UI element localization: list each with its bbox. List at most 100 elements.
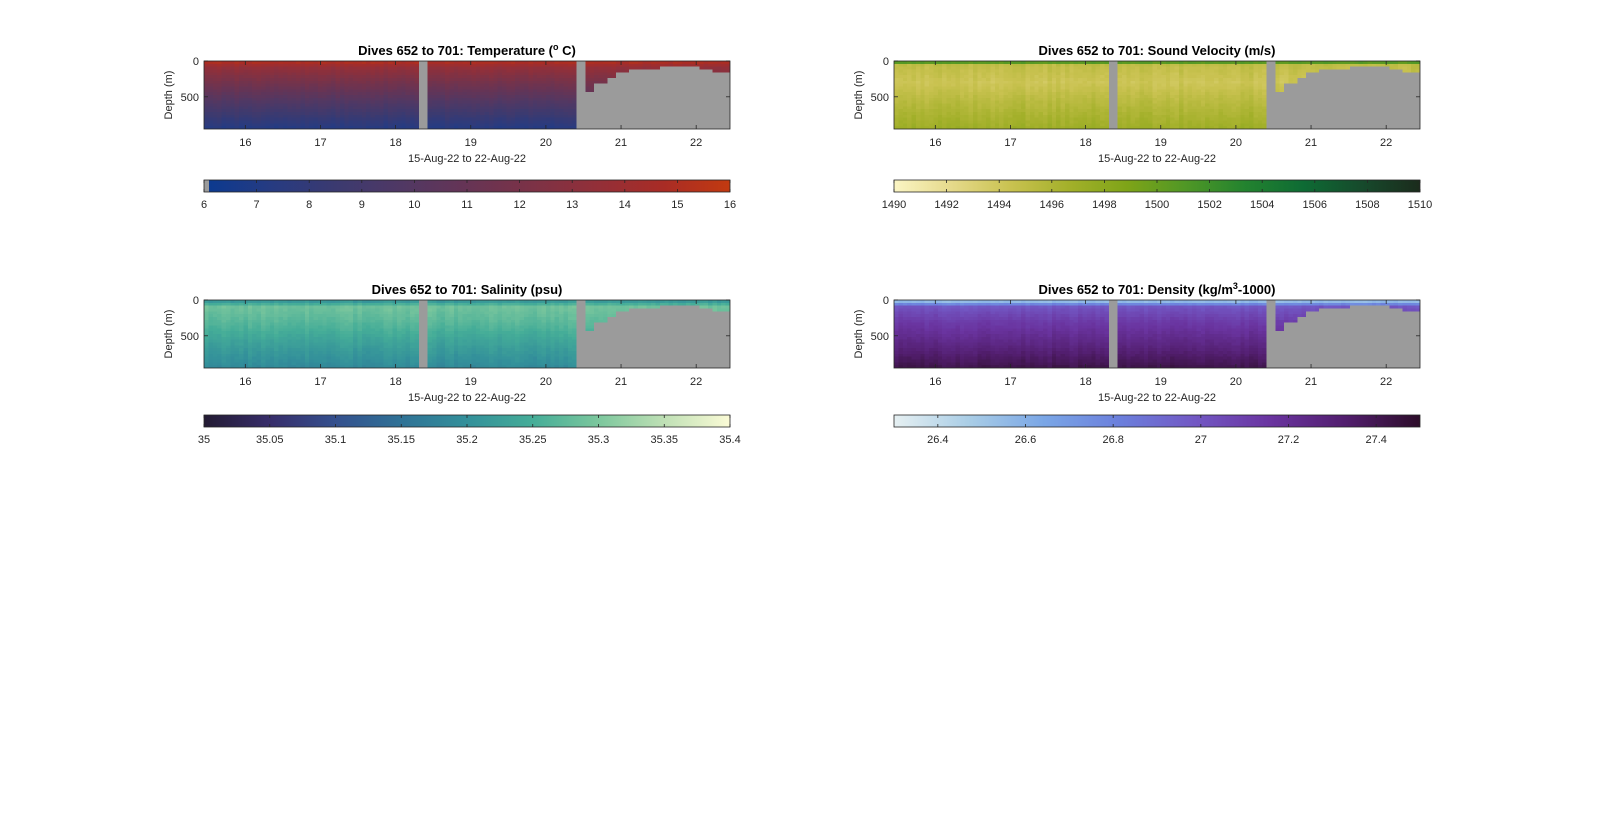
heatmap-cell <box>1130 112 1136 116</box>
heatmap-cell <box>694 75 700 79</box>
heatmap-cell <box>532 63 538 68</box>
heatmap-cell <box>361 75 367 79</box>
heatmap-cell <box>1130 95 1136 99</box>
heatmap-cell <box>686 61 692 65</box>
heatmap-cell <box>1060 80 1066 85</box>
heatmap-cell <box>1012 100 1018 105</box>
heatmap-cell <box>681 83 687 88</box>
heatmap-cell <box>1165 120 1171 124</box>
heatmap-cell <box>502 69 508 73</box>
heatmap-cell <box>668 97 674 102</box>
heatmap-cell <box>1235 75 1241 79</box>
heatmap-cell <box>480 72 486 76</box>
heatmap-cell <box>907 80 913 85</box>
heatmap-cell <box>510 126 516 129</box>
heatmap-cell <box>911 109 917 113</box>
heatmap-cell <box>624 126 630 129</box>
heatmap-cell <box>537 75 543 79</box>
heatmap-cell <box>256 112 262 116</box>
heatmap-cell <box>898 117 904 122</box>
heatmap-cell <box>379 72 385 76</box>
heatmap-cell <box>282 120 288 124</box>
heatmap-cell <box>392 72 398 76</box>
heatmap-cell <box>353 109 359 113</box>
heatmap-cell <box>335 97 341 102</box>
heatmap-cell <box>488 86 494 90</box>
heatmap-cell <box>515 72 521 76</box>
heatmap-cell <box>528 114 534 119</box>
heatmap-cell <box>1200 100 1206 105</box>
heatmap-cell <box>1249 109 1255 113</box>
heatmap-cell <box>1043 103 1049 107</box>
heatmap-cell <box>1205 66 1211 71</box>
heatmap-cell <box>668 75 674 79</box>
heatmap-cell <box>1244 66 1250 71</box>
heatmap-cell <box>278 63 284 68</box>
heatmap-cell <box>418 100 424 105</box>
heatmap-cell <box>1056 112 1062 116</box>
heatmap-cell <box>1064 78 1070 82</box>
heatmap-cell <box>607 89 613 93</box>
heatmap-cell <box>427 89 433 93</box>
heatmap-cell <box>418 80 424 85</box>
heatmap-cell <box>296 75 302 79</box>
heatmap-cell <box>659 109 665 113</box>
heatmap-cell <box>968 100 974 105</box>
heatmap-cell <box>1161 97 1167 102</box>
heatmap-cell <box>458 117 464 122</box>
heatmap-cell <box>480 97 486 102</box>
heatmap-cell <box>977 120 983 124</box>
heatmap-cell <box>497 80 503 85</box>
heatmap-cell <box>907 61 913 65</box>
heatmap-cell <box>1148 78 1154 82</box>
heatmap-cell <box>1213 63 1219 68</box>
heatmap-cell <box>1082 63 1088 68</box>
heatmap-cell <box>655 92 661 96</box>
heatmap-cell <box>1244 61 1250 65</box>
heatmap-cell <box>1091 126 1097 129</box>
heatmap-cell <box>1095 75 1101 79</box>
heatmap-cell <box>637 63 643 68</box>
heatmap-cell <box>326 114 332 119</box>
heatmap-cell <box>296 92 302 96</box>
heatmap-cell <box>1262 78 1268 82</box>
heatmap-cell <box>1016 112 1022 116</box>
heatmap-cell <box>898 109 904 113</box>
heatmap-cell <box>208 95 214 99</box>
heatmap-cell <box>357 80 363 85</box>
heatmap-cell <box>282 112 288 116</box>
heatmap-cell <box>326 95 332 99</box>
heatmap-cell <box>686 95 692 99</box>
heatmap-cell <box>467 63 472 68</box>
heatmap-cell <box>585 61 591 65</box>
heatmap-cell <box>589 112 595 116</box>
heatmap-cell <box>274 69 280 73</box>
heatmap-cell <box>453 126 459 129</box>
heatmap-cell <box>541 83 547 88</box>
heatmap-cell <box>1244 123 1250 127</box>
heatmap-cell <box>924 72 930 76</box>
heatmap-cell <box>291 92 297 96</box>
heatmap-cell <box>699 95 705 99</box>
heatmap-cell <box>353 106 359 110</box>
heatmap-cell <box>541 61 547 65</box>
heatmap-cell <box>1165 92 1171 96</box>
heatmap-cell <box>357 75 363 79</box>
heatmap-cell <box>659 61 665 65</box>
heatmap-cell <box>247 117 253 122</box>
heatmap-cell <box>1187 92 1193 96</box>
heatmap-cell <box>602 66 608 71</box>
heatmap-cell <box>234 63 240 68</box>
heatmap-cell <box>1218 72 1224 76</box>
heatmap-cell <box>405 72 411 76</box>
heatmap-cell <box>1095 78 1101 82</box>
heatmap-cell <box>620 97 626 102</box>
heatmap-cell <box>230 112 236 116</box>
heatmap-cell <box>1174 89 1180 93</box>
heatmap-cell <box>1113 109 1119 113</box>
heatmap-cell <box>712 112 718 116</box>
heatmap-cell <box>418 97 424 102</box>
heatmap-cell <box>937 89 943 93</box>
heatmap-cell <box>659 95 665 99</box>
heatmap-cell <box>309 89 315 93</box>
